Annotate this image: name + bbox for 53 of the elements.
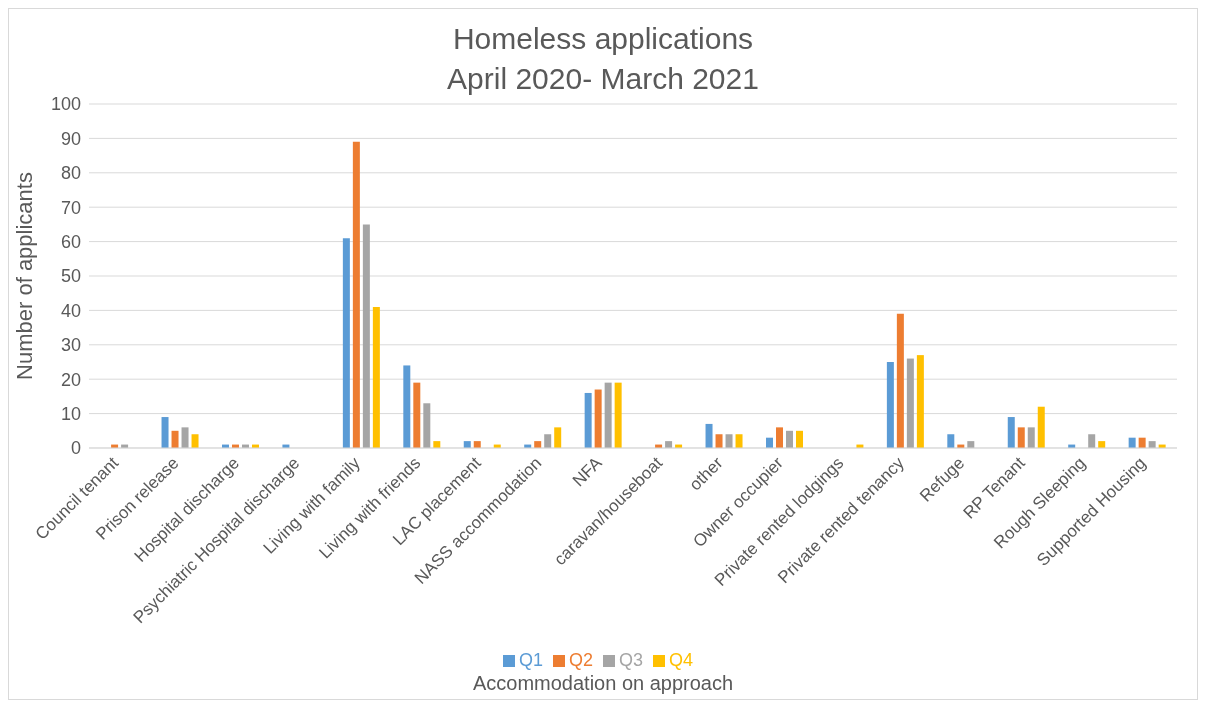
bar [725,434,733,448]
bar [171,430,179,448]
bar [886,362,894,448]
bar [423,403,431,448]
y-tick-label: 10 [60,403,81,424]
chart-title: Homeless applications [451,21,755,57]
bar [544,434,552,448]
bar [584,392,592,448]
bar [413,382,421,448]
y-tick-label: 40 [60,300,81,321]
bar [775,427,783,448]
bar [403,365,411,448]
bar [785,430,793,448]
y-axis-title: Number of applicants [11,172,37,380]
bar [362,224,370,448]
bar [352,141,360,448]
bar [906,358,914,448]
y-tick-label: 80 [60,163,81,184]
legend-label: Q4 [669,650,694,670]
bar [1017,427,1025,448]
legend-label: Q1 [518,650,543,670]
bar [181,427,189,448]
bar [1088,434,1096,448]
y-tick-label: 100 [50,94,81,115]
bar [896,313,904,448]
y-tick-label: 0 [70,438,81,459]
bar [715,434,723,448]
x-axis-title: Accommodation on approach [471,672,735,695]
bar [795,430,803,448]
bar [947,434,955,448]
bar [614,382,622,448]
y-tick-label: 90 [60,128,81,149]
bar [554,427,562,448]
bar [1007,417,1015,448]
bar [1027,427,1035,448]
bar [604,382,612,448]
bar [342,238,350,448]
bar [735,434,743,448]
y-tick-label: 70 [60,197,81,218]
chart-subtitle: April 2020- March 2021 [447,62,759,95]
y-tick-label: 50 [60,266,81,287]
bar [191,434,199,448]
bar [916,355,924,448]
y-tick-label: 30 [60,335,81,356]
bar [705,423,713,448]
bar [594,389,602,448]
bar [161,417,169,448]
legend-label: Q3 [619,650,644,670]
y-tick-label: 20 [60,369,81,390]
legend-label: Q2 [568,650,593,670]
bar [372,306,380,448]
y-tick-label: 60 [60,231,81,252]
bar [1037,406,1045,448]
